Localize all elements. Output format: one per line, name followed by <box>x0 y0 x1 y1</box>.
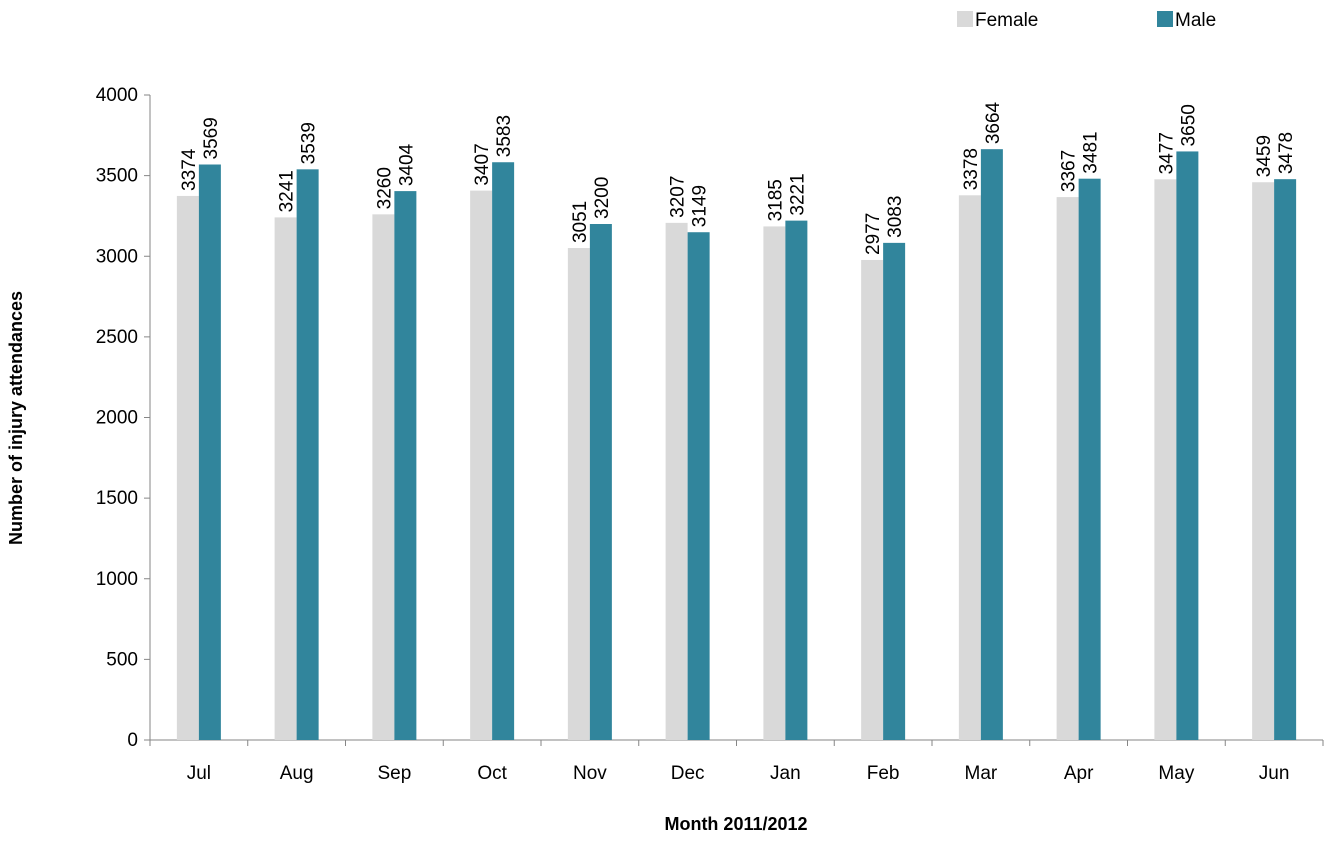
bar-male-feb <box>883 242 906 740</box>
bar-male-dec <box>687 232 710 740</box>
y-tick-label: 4000 <box>96 85 138 106</box>
data-label-female-sep: 3260 <box>374 167 395 209</box>
bar-male-may <box>1176 151 1199 740</box>
x-tick-label: May <box>1158 763 1194 784</box>
data-label-male-nov: 3200 <box>592 177 613 219</box>
bar-male-oct <box>492 162 515 740</box>
x-tick-label: Aug <box>280 763 314 784</box>
x-tick-label: Oct <box>477 763 507 784</box>
bar-male-nov <box>589 224 612 740</box>
bar-male-jun <box>1274 179 1297 741</box>
x-tick-label: Mar <box>965 763 998 784</box>
y-tick-label: 1000 <box>96 569 138 590</box>
bar-male-mar <box>980 149 1003 740</box>
x-tick-label: Feb <box>867 763 900 784</box>
y-axis: 0 500 1000 1500 2000 2500 3000 3500 4000 <box>96 85 151 751</box>
x-tick-label: Nov <box>573 763 607 784</box>
bar-female-may <box>1154 179 1177 741</box>
bars <box>176 149 1297 741</box>
x-axis: Jul Aug Sep Oct Nov Dec Jan Feb Mar Apr May Jun <box>149 739 1324 784</box>
data-label-female-jun: 3459 <box>1254 135 1275 177</box>
bar-female-apr <box>1056 197 1079 741</box>
bar-female-mar <box>958 195 981 741</box>
bar-female-sep <box>372 214 395 740</box>
legend-swatch-male <box>1157 11 1173 27</box>
data-label-male-dec: 3149 <box>690 185 711 227</box>
y-tick-label: 3000 <box>96 246 138 267</box>
data-label-female-aug: 3241 <box>277 170 298 212</box>
bar-female-feb <box>861 259 884 740</box>
data-label-female-oct: 3407 <box>472 143 493 185</box>
bar-female-nov <box>567 248 590 740</box>
y-tick-label: 3500 <box>96 166 138 187</box>
data-label-female-nov: 3051 <box>570 201 591 243</box>
bar-male-apr <box>1078 178 1101 741</box>
data-label-female-apr: 3367 <box>1059 150 1080 192</box>
x-tick-label: Dec <box>671 763 705 784</box>
y-tick-label: 500 <box>106 649 138 670</box>
data-label-female-may: 3477 <box>1156 132 1177 174</box>
data-label-female-jul: 3374 <box>179 148 200 191</box>
x-tick-label: Jun <box>1259 763 1290 784</box>
data-label-female-mar: 3378 <box>961 148 982 190</box>
data-label-male-jun: 3478 <box>1276 132 1297 174</box>
x-tick-label: Sep <box>377 763 411 784</box>
y-axis-title: Number of injury attendances <box>6 291 26 545</box>
legend-label-female: Female <box>975 10 1038 31</box>
bar-female-jun <box>1252 182 1275 740</box>
data-label-male-mar: 3664 <box>983 101 1004 144</box>
bar-female-oct <box>470 190 493 741</box>
x-tick-label: Jan <box>770 763 801 784</box>
data-label-male-feb: 3083 <box>885 196 906 238</box>
bar-male-jan <box>785 220 808 740</box>
bar-female-aug <box>274 217 297 741</box>
bar-male-aug <box>296 169 319 740</box>
y-tick-label: 2000 <box>96 408 138 429</box>
data-label-female-feb: 2977 <box>863 213 884 255</box>
data-label-male-jul: 3569 <box>201 117 222 159</box>
data-label-male-jan: 3221 <box>787 173 808 215</box>
x-tick-label: Jul <box>187 763 211 784</box>
data-label-male-oct: 3583 <box>494 115 515 157</box>
data-label-male-may: 3650 <box>1178 104 1199 146</box>
legend: Female Male <box>957 10 1216 31</box>
bar-female-jan <box>763 226 786 740</box>
legend-swatch-female <box>957 11 973 27</box>
data-label-female-jan: 3185 <box>765 179 786 221</box>
data-label-male-apr: 3481 <box>1081 131 1102 173</box>
x-axis-title: Month 2011/2012 <box>664 814 807 834</box>
x-tick-label: Apr <box>1064 763 1094 784</box>
bar-female-jul <box>176 195 199 740</box>
data-label-female-dec: 3207 <box>668 176 689 218</box>
bar-female-dec <box>665 222 688 741</box>
bar-male-jul <box>198 164 221 740</box>
legend-label-male: Male <box>1175 10 1216 31</box>
bar-male-sep <box>394 191 417 741</box>
data-label-male-sep: 3404 <box>396 143 417 186</box>
y-tick-label: 2500 <box>96 327 138 348</box>
data-label-male-aug: 3539 <box>299 122 320 164</box>
y-tick-label: 0 <box>127 730 138 751</box>
y-tick-label: 1500 <box>96 488 138 509</box>
